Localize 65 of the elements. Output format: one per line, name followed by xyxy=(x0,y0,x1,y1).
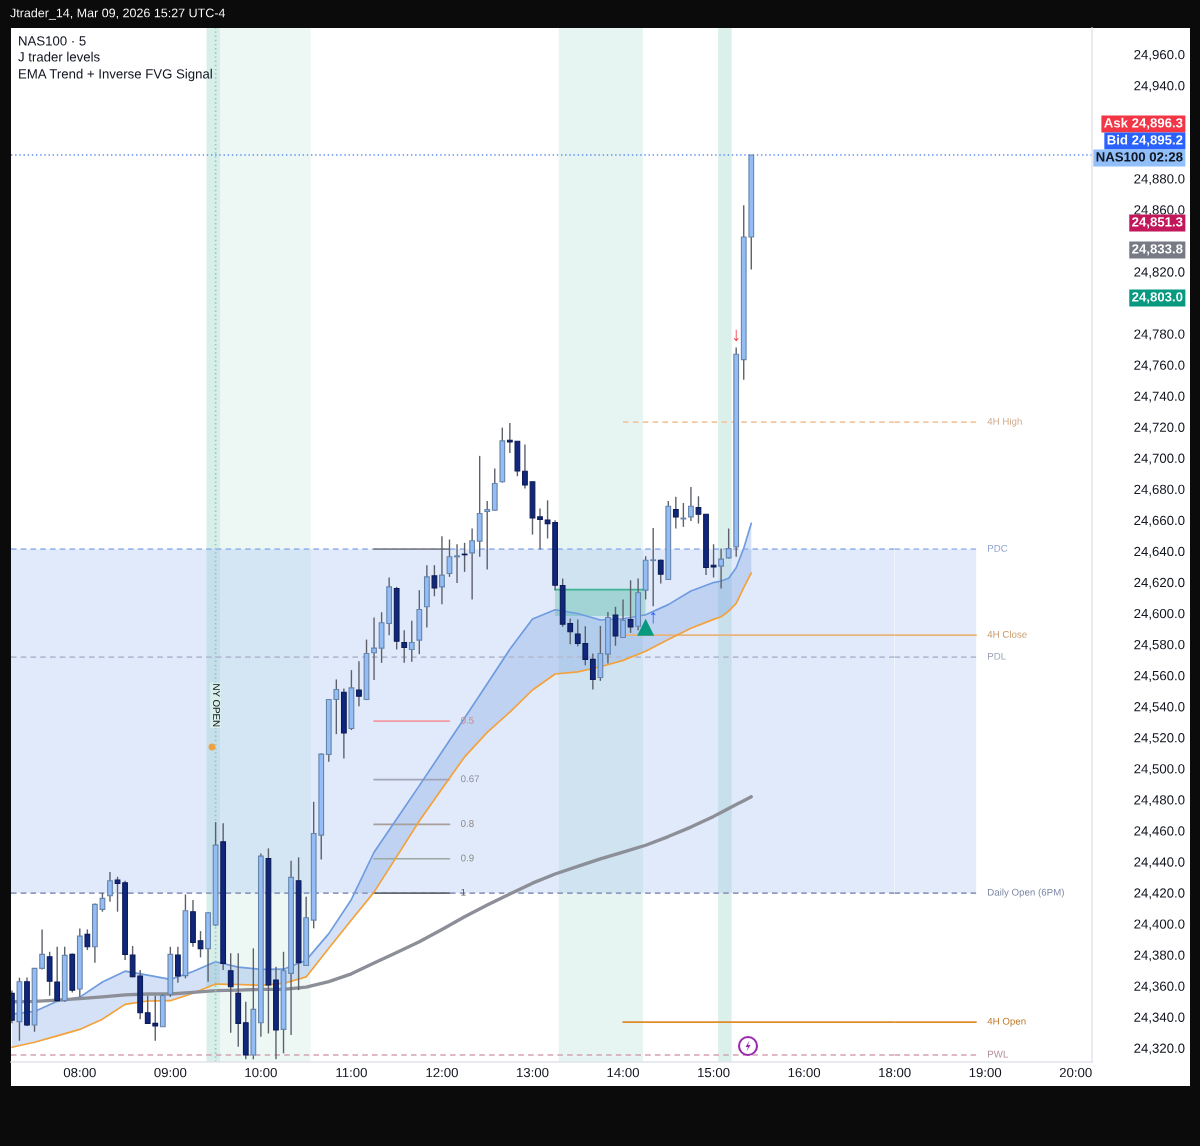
series-label: PWL xyxy=(988,1050,1008,1058)
x-tick-label: 14:00 xyxy=(607,1067,640,1078)
y-tick-label: 24,720.0 xyxy=(1134,422,1185,434)
y-tick-label: 24,560.0 xyxy=(1134,670,1185,682)
series-label: 0.9 xyxy=(460,854,474,862)
y-tick-label: 24,740.0 xyxy=(1134,391,1185,403)
series-label: 1 xyxy=(461,888,466,896)
text: J trader levels xyxy=(18,51,100,62)
y-tick-label: 24,640.0 xyxy=(1134,546,1185,558)
y-tick-label: 24,500.0 xyxy=(1134,764,1185,776)
y-tick-label: 24,600.0 xyxy=(1134,608,1185,620)
y-tick-label: 24,380.0 xyxy=(1134,950,1185,962)
y-tick-label: 24,340.0 xyxy=(1134,1012,1185,1024)
series-label: PDL xyxy=(988,652,1006,660)
chart-title: NAS100 · 5 xyxy=(19,36,86,46)
y-tick-label: 24,420.0 xyxy=(1134,888,1185,900)
text: NAS100 02:28 xyxy=(1096,152,1183,162)
text: 24,803.0 xyxy=(1132,292,1183,304)
text: Bid 24,895.2 xyxy=(1107,134,1183,147)
x-tick-label: 16:00 xyxy=(788,1067,821,1078)
x-tick-label: 15:00 xyxy=(698,1067,730,1078)
x-tick-label: 08:00 xyxy=(63,1067,96,1078)
series-label: 4H Open xyxy=(987,1017,1026,1027)
series-label: PDC xyxy=(988,544,1008,552)
y-tick-label: 24,860.0 xyxy=(1134,205,1185,217)
y-tick-label: 24,960.0 xyxy=(1134,49,1185,61)
y-tick-label: 24,660.0 xyxy=(1134,515,1185,527)
x-tick-label: 19:00 xyxy=(969,1067,1002,1078)
y-tick-label: 24,460.0 xyxy=(1134,826,1185,838)
y-tick-label: 24,780.0 xyxy=(1134,329,1185,341)
series-label: Daily Open (6PM) xyxy=(988,888,1064,898)
x-tick-label: 09:00 xyxy=(154,1067,187,1078)
y-tick-label: 24,760.0 xyxy=(1134,360,1185,372)
y-tick-label: 24,400.0 xyxy=(1134,919,1185,931)
annotation: ↑ xyxy=(650,612,656,624)
annotation: ↓ xyxy=(733,329,739,342)
text: 24,851.3 xyxy=(1132,217,1183,229)
y-tick-label: 24,480.0 xyxy=(1134,795,1185,807)
x-tick-label: 20:00 xyxy=(1059,1067,1092,1078)
y-tick-label: 24,940.0 xyxy=(1134,81,1185,92)
text: Ask 24,896.3 xyxy=(1104,117,1183,130)
series-label: 4H High xyxy=(987,417,1022,427)
y-tick-label: 24,320.0 xyxy=(1134,1043,1185,1055)
y-tick-label: 24,700.0 xyxy=(1134,453,1185,465)
y-tick-label: 24,360.0 xyxy=(1134,981,1185,993)
series-label: 0.8 xyxy=(460,820,474,827)
text: 24,833.8 xyxy=(1132,244,1183,256)
y-tick-label: 24,540.0 xyxy=(1134,702,1185,713)
y-tick-label: 24,620.0 xyxy=(1134,577,1185,589)
x-tick-label: 10:00 xyxy=(245,1067,277,1078)
series-label: 0.67 xyxy=(460,775,480,783)
y-tick-label: 24,580.0 xyxy=(1134,639,1185,651)
x-tick-label: 18:00 xyxy=(879,1067,911,1078)
ref-line-label: NY OPEN xyxy=(213,684,220,727)
y-tick-label: 24,820.0 xyxy=(1134,267,1185,279)
y-tick-label: 24,880.0 xyxy=(1134,174,1185,186)
series-label: 4H Close xyxy=(987,630,1027,638)
x-tick-label: 11:00 xyxy=(336,1067,367,1078)
annotation: EMA Trend + Inverse FVG Signal xyxy=(19,68,212,82)
text: Jtrader_14, Mar 09, 2026 15:27 UTC-4 xyxy=(10,8,226,20)
y-tick-label: 24,440.0 xyxy=(1134,857,1185,869)
x-tick-label: 12:00 xyxy=(426,1067,458,1078)
y-tick-label: 24,520.0 xyxy=(1134,733,1185,744)
y-tick-label: 24,680.0 xyxy=(1134,484,1185,496)
x-tick-label: 13:00 xyxy=(516,1067,549,1078)
